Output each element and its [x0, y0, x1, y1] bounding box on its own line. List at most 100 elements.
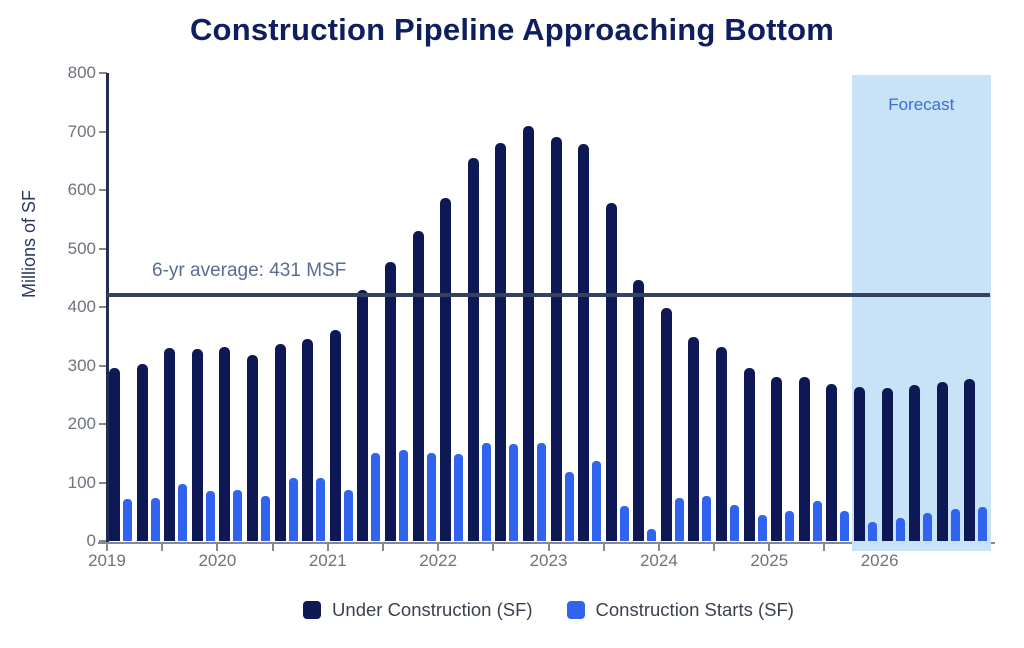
bar-construction-starts — [343, 489, 353, 541]
x-year-label: 2022 — [419, 551, 458, 570]
x-tick — [326, 544, 329, 551]
x-tick — [271, 544, 274, 551]
y-axis-line — [106, 73, 109, 543]
bar-under-construction — [164, 347, 176, 541]
x-tick — [216, 544, 219, 551]
bar-under-construction — [605, 202, 617, 541]
y-tick-label: 800 — [67, 63, 96, 82]
y-tick — [99, 189, 107, 191]
bar-under-construction — [384, 261, 396, 541]
bar-under-construction — [246, 354, 258, 541]
bar-construction-starts — [398, 449, 408, 541]
y-tick-label: 700 — [67, 121, 96, 141]
legend-label-construction-starts: Construction Starts (SF) — [595, 599, 794, 620]
x-tick — [492, 544, 495, 551]
legend-item-construction-starts: Construction Starts (SF) — [566, 599, 794, 621]
bar-construction-starts — [785, 511, 795, 541]
bar-construction-starts — [260, 495, 270, 541]
legend: Under Construction (SF) Construction Sta… — [107, 599, 990, 621]
bar-under-construction — [329, 329, 341, 541]
x-tick — [106, 544, 108, 551]
y-tick-label: 400 — [67, 297, 96, 316]
bar-construction-starts — [536, 443, 546, 541]
bar-under-construction — [495, 143, 507, 541]
x-year-label: 2019 — [88, 551, 126, 570]
average-line — [107, 292, 990, 297]
bar-construction-starts — [233, 490, 243, 541]
bar-under-construction — [716, 346, 728, 541]
bar-under-construction — [522, 126, 534, 541]
bar-construction-starts — [371, 453, 381, 541]
bar-under-construction — [660, 308, 672, 541]
bar-construction-starts — [840, 510, 850, 541]
y-tick-label: 500 — [67, 238, 96, 258]
legend-swatch-construction-starts — [566, 601, 585, 619]
y-tick — [99, 130, 107, 133]
bar-under-construction — [357, 290, 369, 541]
bar-under-construction — [771, 377, 783, 541]
bar-construction-starts — [205, 491, 215, 541]
y-tick-label: 300 — [67, 355, 96, 375]
bar-under-construction — [633, 280, 645, 541]
bar-under-construction — [854, 387, 866, 541]
bar-construction-starts — [123, 498, 132, 541]
y-tick — [99, 364, 107, 367]
y-tick — [99, 72, 107, 74]
bar-construction-starts — [757, 515, 767, 541]
forecast-label: Forecast — [888, 95, 955, 114]
bar-construction-starts — [481, 442, 491, 541]
bar-under-construction — [881, 387, 893, 541]
bar-under-construction — [302, 339, 314, 541]
y-tick-label: 100 — [67, 472, 96, 492]
x-tick — [713, 544, 716, 551]
bar-construction-starts — [812, 501, 822, 541]
x-axis-line — [98, 542, 995, 544]
bar-under-construction — [467, 157, 479, 541]
bar-construction-starts — [509, 444, 519, 541]
bar-under-construction — [440, 198, 452, 541]
average-line-label: 6-yr average: 431 MSF — [152, 260, 347, 281]
y-tick — [99, 481, 107, 484]
bar-under-construction — [936, 381, 948, 541]
bar-under-construction — [798, 377, 810, 541]
legend-label-under-construction: Under Construction (SF) — [332, 599, 533, 620]
bar-under-construction — [412, 230, 424, 541]
bar-under-construction — [578, 143, 590, 541]
bar-construction-starts — [592, 460, 602, 541]
bar-construction-starts — [178, 483, 188, 541]
bar-construction-starts — [868, 521, 878, 541]
bar-construction-starts — [454, 454, 464, 541]
bar-under-construction — [550, 137, 562, 541]
x-tick — [437, 544, 440, 551]
bar-construction-starts — [923, 512, 933, 541]
bar-construction-starts — [316, 477, 326, 541]
y-tick — [99, 540, 107, 542]
y-tick — [99, 423, 107, 425]
y-tick-label: 600 — [67, 180, 96, 199]
x-tick — [768, 544, 771, 551]
x-tick — [602, 544, 605, 551]
x-year-label: 2025 — [750, 551, 789, 570]
x-tick — [657, 544, 660, 551]
bar-construction-starts — [978, 507, 988, 541]
x-tick — [823, 544, 826, 551]
bar-under-construction — [136, 364, 148, 541]
x-tick — [547, 544, 550, 551]
bar-construction-starts — [674, 498, 684, 541]
bar-under-construction — [191, 349, 203, 541]
legend-item-under-construction: Under Construction (SF) — [303, 599, 533, 621]
bar-construction-starts — [950, 508, 960, 541]
bar-construction-starts — [619, 505, 629, 541]
bar-under-construction — [219, 347, 231, 541]
bar-construction-starts — [730, 505, 740, 541]
x-year-label: 2024 — [639, 551, 678, 570]
legend-swatch-under-construction — [303, 601, 322, 619]
x-year-label: 2026 — [860, 551, 899, 570]
bar-under-construction — [109, 368, 120, 541]
y-tick — [99, 306, 107, 308]
x-tick — [161, 544, 164, 551]
bar-construction-starts — [647, 529, 657, 541]
bar-construction-starts — [426, 452, 436, 541]
bar-construction-starts — [150, 498, 160, 541]
